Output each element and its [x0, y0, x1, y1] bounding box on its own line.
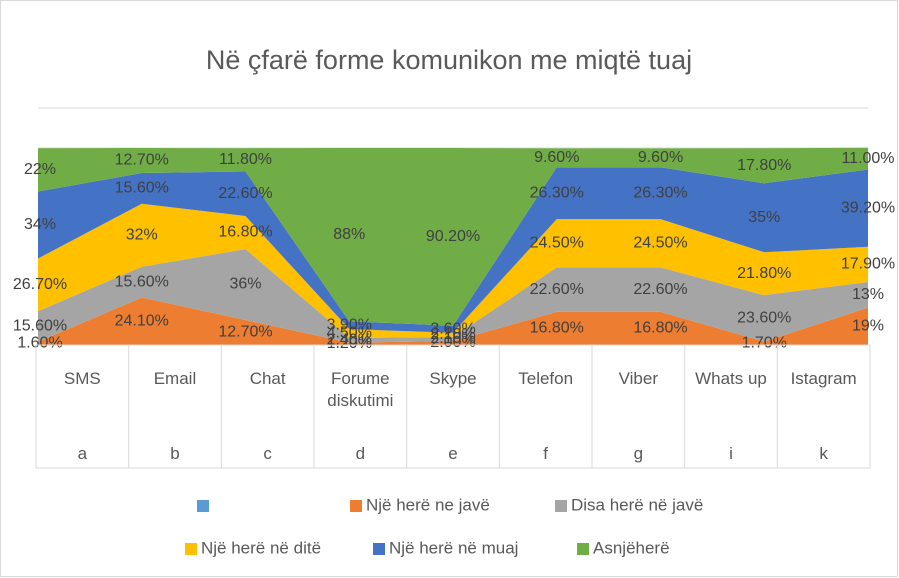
x-group-label: i	[729, 444, 733, 463]
data-label: 11.80%	[219, 151, 272, 168]
legend-swatch	[350, 500, 362, 512]
data-label: 88%	[333, 226, 365, 243]
data-label: 1.20%	[327, 335, 372, 352]
data-label: 32%	[126, 226, 158, 243]
data-label: 26.70%	[13, 276, 67, 293]
x-group-label: b	[170, 444, 180, 463]
data-label: 11.00%	[841, 150, 894, 167]
legend-label: Një herë në muaj	[389, 538, 518, 557]
x-group-label: f	[543, 444, 549, 463]
data-label: 2.40%	[327, 331, 372, 348]
data-label: 26.30%	[530, 184, 584, 201]
legend-swatch	[373, 543, 385, 555]
x-group-label: c	[263, 444, 272, 463]
data-label: 1.60%	[17, 335, 62, 352]
data-label: 24.50%	[633, 234, 687, 251]
data-label: 35%	[748, 209, 780, 226]
data-label: 17.80%	[737, 157, 791, 174]
area	[38, 203, 868, 338]
data-label: 26.30%	[633, 184, 687, 201]
x-tick-label: Istagram	[790, 369, 857, 388]
data-label: 39.20%	[841, 199, 895, 216]
data-label: 19%	[852, 318, 884, 335]
data-label: 15.60%	[13, 318, 67, 335]
x-tick-label: Whats up	[695, 369, 767, 388]
x-tick-label: Email	[153, 369, 197, 388]
area	[38, 147, 868, 326]
chart-title: Në çfarë forme komunikon me miqtë tuaj	[206, 45, 692, 75]
data-label: 9.60%	[534, 149, 579, 166]
data-label: 12.70%	[218, 324, 272, 341]
x-group-label: a	[77, 444, 88, 463]
area	[38, 167, 868, 333]
data-label: 15.60%	[115, 273, 169, 290]
legend-label: Një herë ne javë	[366, 495, 490, 514]
legend-label: Asnjëherë	[593, 538, 670, 557]
data-label: 2.10%	[430, 326, 475, 343]
x-group-label: g	[633, 444, 644, 463]
data-label: 3.90%	[327, 316, 372, 333]
x-tick-label: Forume diskutimi	[327, 369, 394, 410]
x-group-label: e	[448, 444, 458, 463]
data-label: 2.10%	[430, 330, 475, 347]
x-group-label: d	[355, 444, 366, 463]
data-label: 36%	[229, 276, 261, 293]
x-tick-label: Viber	[618, 369, 659, 388]
data-label: 9.60%	[638, 149, 683, 166]
data-label: 4.50%	[327, 325, 372, 342]
legend-swatch	[555, 500, 567, 512]
x-group-label: k	[819, 444, 828, 463]
legend-swatch	[185, 543, 197, 555]
data-label: 2.00%	[430, 334, 475, 351]
data-label: 13%	[852, 286, 884, 303]
x-tick-label: SMS	[63, 369, 101, 388]
area	[38, 297, 868, 345]
legend-label: Disa herë në javë	[571, 495, 703, 514]
legend-swatch	[577, 543, 589, 555]
data-label: 21.80%	[737, 265, 791, 282]
data-label: 15.60%	[115, 180, 169, 197]
data-label: 24.50%	[530, 234, 584, 251]
data-label: 22.60%	[530, 281, 584, 298]
x-tick-label: Chat	[249, 369, 286, 388]
area	[38, 249, 868, 343]
data-label: 22%	[24, 161, 56, 178]
data-label: 22.60%	[218, 185, 272, 202]
data-label: 16.80%	[218, 224, 272, 241]
x-tick-label: Skype	[429, 369, 477, 388]
data-label: 22.60%	[633, 281, 687, 298]
data-label: 1.70%	[742, 335, 787, 352]
data-label: 17.90%	[841, 256, 895, 273]
data-label: 24.10%	[115, 312, 169, 329]
legend-swatch	[197, 500, 209, 512]
data-label: 3.60%	[430, 320, 475, 337]
data-label: 90.20%	[426, 228, 480, 245]
data-label: 34%	[24, 216, 56, 233]
x-tick-label: Telefon	[518, 369, 574, 388]
data-label: 23.60%	[737, 310, 791, 327]
data-label: 12.70%	[115, 152, 169, 169]
legend-label: Një herë në ditë	[201, 538, 321, 557]
data-label: 16.80%	[530, 320, 584, 337]
data-label: 16.80%	[633, 320, 687, 337]
